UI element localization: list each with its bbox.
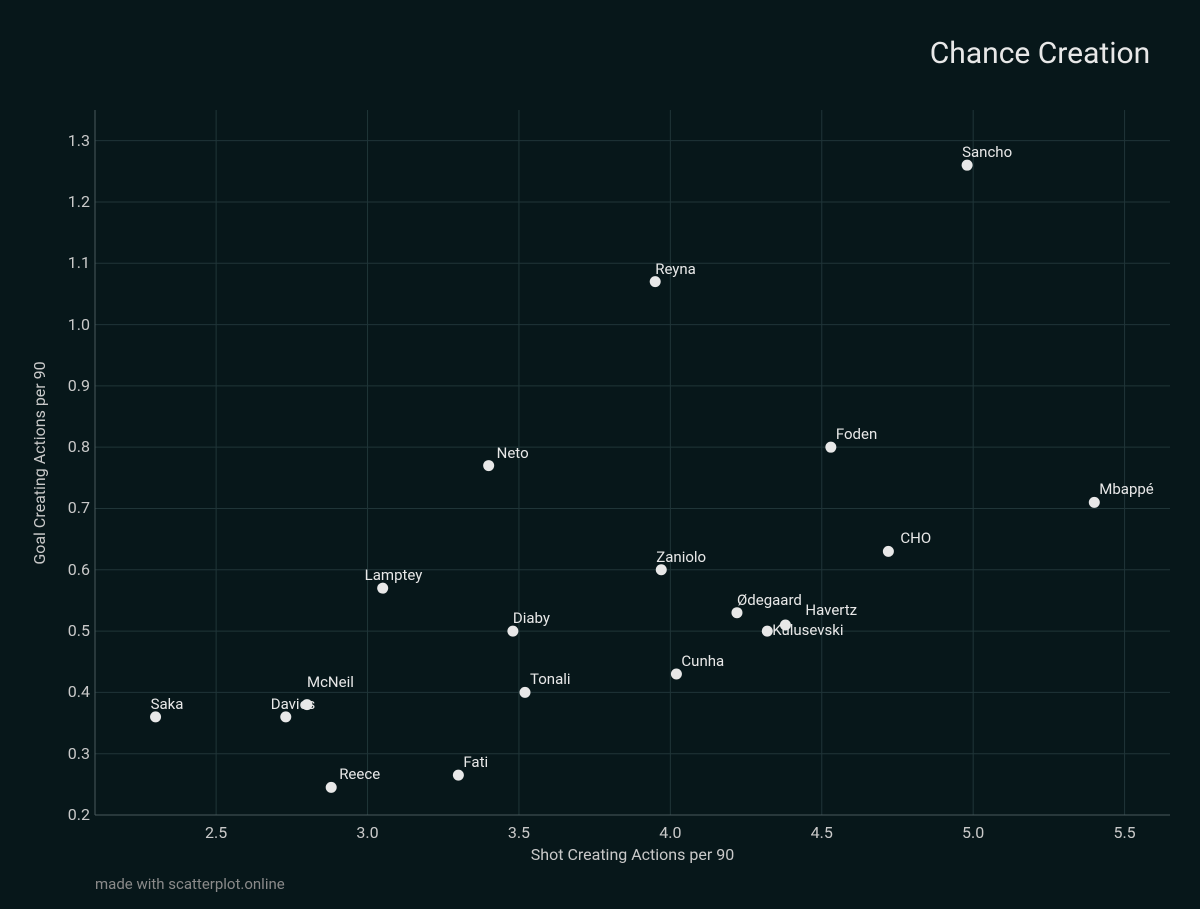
point-label: Fati	[463, 753, 488, 771]
point-label: Kulusevski	[772, 621, 843, 639]
y-tick-label: 0.4	[50, 682, 90, 701]
x-tick-label: 4.5	[802, 823, 842, 842]
y-axis-label: Goal Creating Actions per 90	[30, 343, 49, 583]
scatter-point	[483, 460, 494, 471]
scatter-point	[883, 546, 894, 557]
scatter-point	[150, 711, 161, 722]
scatter-point	[962, 160, 973, 171]
y-tick-label: 0.7	[50, 498, 90, 517]
scatter-point	[650, 276, 661, 287]
y-tick-label: 1.2	[50, 192, 90, 211]
x-tick-label: 3.0	[348, 823, 388, 842]
point-label: Foden	[836, 425, 877, 443]
y-tick-label: 1.3	[50, 131, 90, 150]
chart-container: Chance Creation Shot Creating Actions pe…	[0, 0, 1200, 909]
scatter-point	[671, 669, 682, 680]
y-tick-label: 0.9	[50, 376, 90, 395]
scatter-point	[656, 564, 667, 575]
x-tick-label: 3.5	[499, 823, 539, 842]
point-label: Zaniolo	[656, 548, 706, 566]
x-axis-label: Shot Creating Actions per 90	[513, 845, 753, 864]
scatter-point	[377, 583, 388, 594]
y-tick-label: 0.3	[50, 744, 90, 763]
x-tick-label: 4.0	[650, 823, 690, 842]
point-label: Neto	[497, 444, 529, 462]
y-tick-label: 0.6	[50, 560, 90, 579]
point-label: Havertz	[805, 601, 857, 619]
point-label: Tonali	[530, 670, 571, 688]
point-label: Cunha	[681, 652, 724, 670]
point-label: McNeil	[307, 673, 354, 691]
x-tick-label: 2.5	[196, 823, 236, 842]
scatter-point	[326, 782, 337, 793]
point-label: Reyna	[655, 260, 696, 278]
x-tick-label: 5.5	[1105, 823, 1145, 842]
scatter-plot-svg	[0, 0, 1200, 909]
y-tick-label: 0.8	[50, 437, 90, 456]
y-tick-label: 0.5	[50, 621, 90, 640]
point-label: Davies	[271, 695, 316, 713]
scatter-point	[762, 626, 773, 637]
scatter-point	[520, 687, 531, 698]
scatter-point	[825, 442, 836, 453]
scatter-point	[280, 711, 291, 722]
scatter-point	[453, 770, 464, 781]
point-label: Lamptey	[365, 566, 423, 584]
attribution-text: made with scatterplot.online	[95, 875, 285, 893]
y-tick-label: 1.0	[50, 315, 90, 334]
point-label: Diaby	[513, 609, 550, 627]
y-tick-label: 0.2	[50, 805, 90, 824]
point-label: CHO	[900, 529, 931, 547]
y-tick-label: 1.1	[50, 253, 90, 272]
point-label: Mbappé	[1099, 480, 1153, 498]
scatter-point	[731, 607, 742, 618]
point-label: Sancho	[962, 143, 1012, 161]
x-tick-label: 5.0	[953, 823, 993, 842]
point-label: Reece	[339, 765, 380, 783]
scatter-point	[507, 626, 518, 637]
point-label: Saka	[151, 695, 184, 713]
scatter-point	[1089, 497, 1100, 508]
point-label: Ødegaard	[737, 591, 802, 609]
